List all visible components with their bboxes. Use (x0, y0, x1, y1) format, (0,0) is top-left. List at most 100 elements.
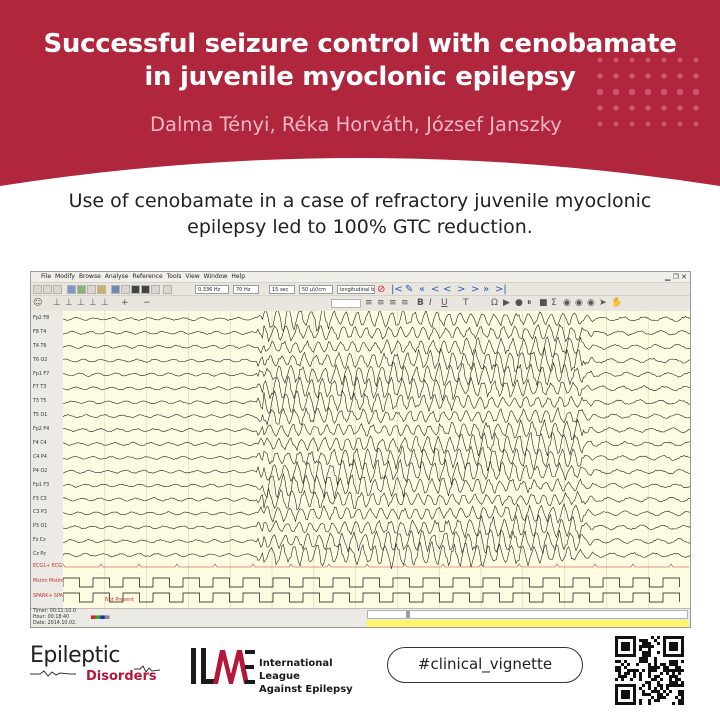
lowcut-select[interactable]: 0.336 Hz (195, 285, 229, 294)
scroll-thumb[interactable] (406, 611, 410, 618)
user-icon[interactable]: ☺ (33, 298, 43, 308)
marker2-icon[interactable]: ⊥ (65, 298, 73, 308)
font-icon[interactable]: T (463, 298, 469, 308)
annotation-select[interactable] (331, 299, 361, 308)
qr-module (639, 648, 642, 651)
marker5-icon[interactable]: ⊥ (101, 298, 109, 308)
annotation-not-present: Not Present (105, 597, 134, 603)
save-icon[interactable] (43, 285, 52, 294)
menu-item-file[interactable]: File (41, 273, 52, 280)
marker-icon[interactable]: ⊥ (53, 298, 61, 308)
eeg-viewer-window: File Modify Browse Analyse Reference Tools Vie… (30, 271, 691, 628)
qr-module (618, 666, 621, 669)
menu-item-modify[interactable]: Modify (55, 273, 75, 280)
help-icon[interactable] (163, 285, 172, 294)
montage-select[interactable]: longitudinal bi... (337, 285, 375, 294)
eeg-traces-area[interactable]: Not Present (62, 307, 690, 608)
stop-square-icon[interactable]: ■ (539, 298, 548, 308)
plus-icon[interactable]: + (121, 298, 129, 308)
fast-forward-icon[interactable]: » (483, 284, 490, 295)
close-icon[interactable]: ✕ (681, 273, 687, 281)
globe-icon[interactable]: ◉ (563, 298, 571, 308)
pen-icon[interactable]: ✎ (405, 284, 414, 295)
qr-module (669, 678, 672, 681)
omega-icon[interactable]: Ω (491, 298, 498, 308)
flag-red-icon[interactable]: ▀ (91, 616, 96, 623)
align-left-icon[interactable]: ≡ (365, 298, 373, 308)
minimize-icon[interactable]: ▁ (664, 273, 671, 281)
record-dot-icon[interactable]: ● (515, 298, 523, 308)
hand-icon[interactable]: ✋ (611, 298, 623, 308)
flag-blue-icon[interactable]: ▀ (100, 616, 105, 623)
flag-green-icon[interactable]: ▀ (95, 616, 101, 623)
prev-half-icon[interactable]: < (443, 284, 452, 295)
print-icon[interactable] (53, 285, 62, 294)
book-icon[interactable] (111, 285, 120, 294)
menu-item-view[interactable]: View (185, 273, 200, 280)
sigma-icon[interactable]: Σ (551, 298, 557, 308)
menu-bar: File Modify Browse Analyse Reference Tools Vie… (31, 272, 690, 282)
bold-icon[interactable]: B (417, 298, 424, 308)
marker4-icon[interactable]: ⊥ (89, 298, 97, 308)
menu-item-window[interactable]: Window (203, 273, 228, 280)
recording-timeline[interactable] (367, 620, 688, 627)
qr-module (633, 672, 636, 675)
header-background (0, 0, 720, 186)
align-center-icon[interactable]: ≡ (377, 298, 385, 308)
maximize-icon[interactable]: ❐ (672, 273, 679, 281)
open-icon[interactable] (33, 285, 42, 294)
menu-item-analyse[interactable]: Analyse (104, 273, 129, 280)
spectrum-icon[interactable] (67, 285, 76, 294)
channel-trace (62, 577, 680, 588)
qr-module (678, 678, 681, 681)
globe2-icon[interactable]: ◉ (575, 298, 583, 308)
minus-icon[interactable]: − (143, 298, 151, 308)
next-half-icon[interactable]: > (457, 284, 466, 295)
prev-icon[interactable]: < (431, 284, 440, 295)
qr-module (648, 684, 651, 687)
hashtag-badge[interactable]: #clinical_vignette (387, 647, 583, 683)
play-icon[interactable]: ▶ (503, 298, 510, 308)
qr-module (645, 681, 648, 684)
flag-grey-icon[interactable]: ▀ (104, 616, 110, 623)
decoration-dot (645, 105, 651, 111)
rewind-icon[interactable]: « (419, 284, 426, 295)
qr-code[interactable] (615, 636, 684, 705)
map-icon[interactable] (77, 285, 86, 294)
qr-module (648, 651, 651, 654)
pause-icon[interactable]: ⏸ (527, 298, 532, 308)
decoration-dot (629, 73, 635, 79)
channel-labels: Fp2 F8 F8 T4 T4 T6 T6 O2 Fp1 F7 F7 T3 T3 T5 T5 … (31, 311, 71, 608)
justify-icon[interactable]: ≡ (401, 298, 409, 308)
highcut-select[interactable]: 70 Hz (233, 285, 259, 294)
first-page-icon[interactable]: |< (391, 284, 403, 295)
menu-item-browse[interactable]: Browse (78, 273, 101, 280)
decoration-dot (677, 57, 683, 63)
camera-icon[interactable] (131, 285, 140, 294)
qr-module (645, 645, 648, 648)
timebase-select[interactable]: 15 sec (269, 285, 295, 294)
export-icon[interactable] (151, 285, 160, 294)
last-page-icon[interactable]: >| (495, 284, 507, 295)
stop-icon[interactable]: ⊘ (377, 284, 386, 295)
decoration-dot (661, 73, 667, 79)
record-icon[interactable] (141, 285, 150, 294)
next-icon[interactable]: > (471, 284, 480, 295)
align-right-icon[interactable]: ≡ (389, 298, 397, 308)
time-scrollbar[interactable] (367, 610, 688, 619)
menu-item-tools[interactable]: Tools (166, 273, 182, 280)
channel-label: Fp1 F3 (33, 482, 50, 488)
sensitivity-select[interactable]: 50 µV/cm (299, 285, 333, 294)
globe3-icon[interactable]: ◉ (587, 298, 595, 308)
italic-icon[interactable]: I (429, 298, 432, 308)
menu-item-help[interactable]: Help (231, 273, 246, 280)
grid-icon[interactable] (87, 285, 96, 294)
menu-item-reference[interactable]: Reference (132, 273, 163, 280)
marker3-icon[interactable]: ⊥ (77, 298, 85, 308)
qr-module (639, 702, 642, 705)
clip-icon[interactable] (121, 285, 130, 294)
cursor-icon[interactable]: ➤ (599, 298, 607, 308)
video-icon[interactable] (97, 285, 106, 294)
qr-module (651, 669, 654, 672)
underline-icon[interactable]: U (441, 298, 448, 308)
